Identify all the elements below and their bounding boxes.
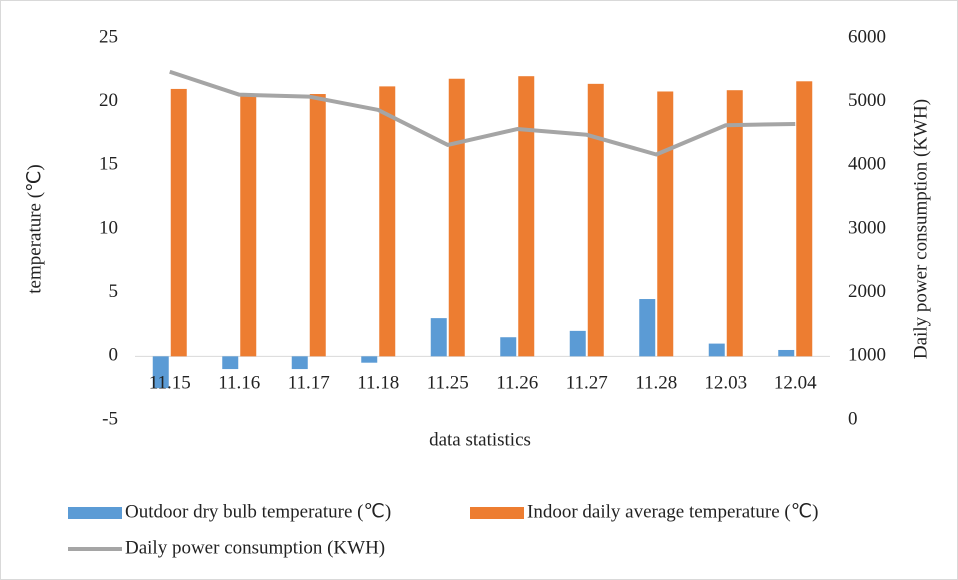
legend-swatch <box>470 507 524 519</box>
y-tick-label: 15 <box>99 154 118 175</box>
bar <box>796 81 813 357</box>
y-tick-label: 10 <box>99 217 118 238</box>
legend-swatch <box>68 507 122 519</box>
bar <box>587 83 604 357</box>
bar <box>657 91 674 357</box>
legend-label: Daily power consumption (KWH) <box>125 537 385 558</box>
x-tick-label: 11.28 <box>635 373 677 394</box>
x-tick-label: 11.25 <box>427 373 469 394</box>
bar <box>170 88 187 357</box>
x-tick-label: 12.04 <box>774 373 817 394</box>
x-tick-label: 11.16 <box>218 373 260 394</box>
y2-tick-label: 1000 <box>848 345 886 366</box>
x-tick-label: 11.18 <box>357 373 399 394</box>
y2-tick-label: 3000 <box>848 217 886 238</box>
x-tick-label: 11.27 <box>566 373 608 394</box>
bar <box>778 349 795 357</box>
line <box>169 69 796 157</box>
bar <box>309 94 326 357</box>
y2-tick-label: 5000 <box>848 90 886 111</box>
y-tick-label: 20 <box>99 90 118 111</box>
bar <box>500 337 517 357</box>
y2-tick-label: 4000 <box>848 154 886 175</box>
legend-label: Indoor daily average temperature (℃) <box>527 501 818 522</box>
x-axis-title: data statistics <box>429 429 531 450</box>
bar <box>708 343 725 357</box>
bar <box>152 356 169 389</box>
legend-label: Outdoor dry bulb temperature (℃) <box>125 501 391 522</box>
y-tick-label: 25 <box>99 26 118 47</box>
bar <box>639 299 656 357</box>
x-tick-label: 11.15 <box>149 373 191 394</box>
bar <box>291 356 308 370</box>
bar <box>361 356 378 363</box>
bar <box>430 318 447 357</box>
y2-tick-label: 0 <box>848 408 858 429</box>
y-tick-label: 0 <box>109 345 119 366</box>
y2-tick-label: 2000 <box>848 281 886 302</box>
x-tick-label: 11.17 <box>288 373 330 394</box>
y-axis-title: temperature (℃) <box>24 164 45 293</box>
bar <box>240 94 257 357</box>
bar <box>518 76 535 357</box>
bar <box>448 78 465 357</box>
y-tick-label: -5 <box>102 408 118 429</box>
x-tick-label: 11.26 <box>496 373 538 394</box>
bar <box>726 90 743 357</box>
bar <box>222 356 239 370</box>
bar <box>569 330 586 357</box>
bar <box>379 86 396 357</box>
y-tick-label: 5 <box>109 281 119 302</box>
x-tick-label: 12.03 <box>704 373 747 394</box>
y2-axis-title: Daily power consumption (KWH) <box>910 99 931 359</box>
y2-tick-label: 6000 <box>848 26 886 47</box>
